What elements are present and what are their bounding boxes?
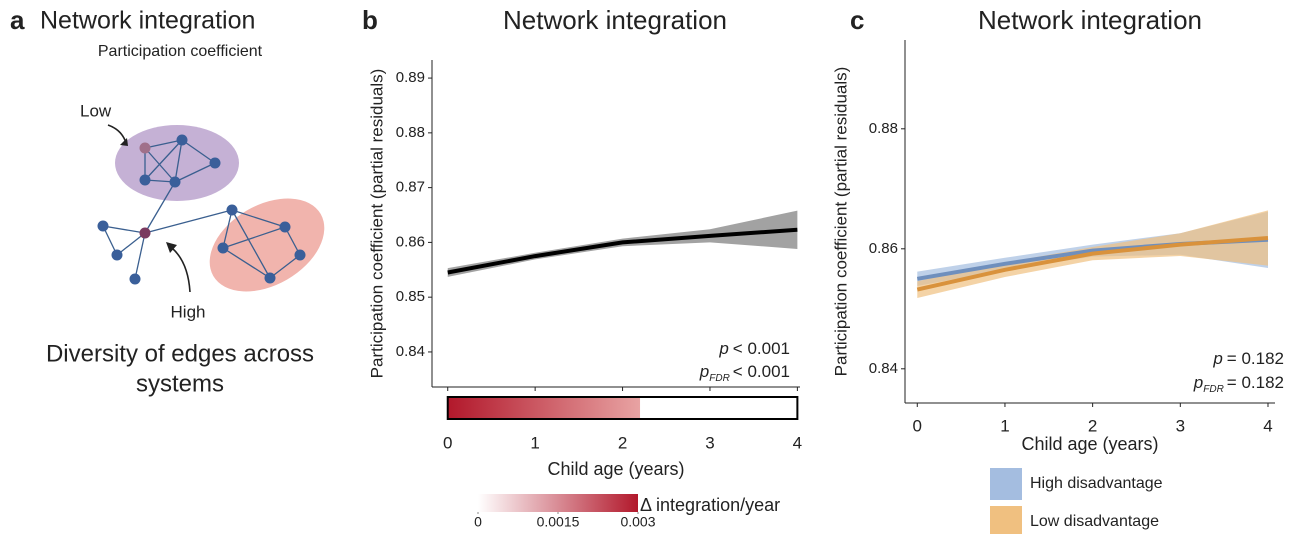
colorbar-tick-label: 0 xyxy=(474,514,482,530)
arrow-head xyxy=(166,242,177,253)
x-tick-label: 1 xyxy=(1000,416,1009,435)
x-tick-label: 3 xyxy=(1176,416,1185,435)
y-tick-label: 0.88 xyxy=(869,120,898,137)
x-axis-label: Child age (years) xyxy=(547,459,684,479)
caption: systems xyxy=(136,370,224,397)
legend-swatch xyxy=(990,468,1022,500)
p-symbol: p xyxy=(718,339,728,358)
x-tick-label: 1 xyxy=(530,433,539,452)
legend-label: Low disadvantage xyxy=(1030,513,1159,530)
p-text: < 0.001 xyxy=(733,339,790,358)
p-symbol: p xyxy=(699,362,709,381)
x-tick-label: 0 xyxy=(443,433,452,452)
colorbar-tick-label: 0.003 xyxy=(620,514,655,530)
chart-title: Network integration xyxy=(503,5,727,35)
p-fdr-value: pFDR < 0.001 xyxy=(699,362,790,383)
arrow-head xyxy=(120,138,128,146)
legend-label: High disadvantage xyxy=(1030,475,1163,492)
panel-label: b xyxy=(362,5,378,35)
legend-swatch xyxy=(990,506,1022,534)
y-tick-label: 0.89 xyxy=(396,69,425,86)
colorbar-label: Δ integration/year xyxy=(640,495,780,515)
x-tick-label: 4 xyxy=(793,433,802,452)
x-tick-label: 4 xyxy=(1263,416,1272,435)
x-tick-label: 3 xyxy=(705,433,714,452)
trend-line xyxy=(447,227,798,275)
rate-bar xyxy=(447,397,641,419)
y-tick-label: 0.84 xyxy=(869,360,898,377)
panel-label: a xyxy=(10,5,25,35)
p-text: = 0.182 xyxy=(1227,373,1284,392)
x-tick-label: 2 xyxy=(618,433,627,452)
y-tick-label: 0.86 xyxy=(396,233,425,250)
y-tick-label: 0.84 xyxy=(396,343,425,360)
fdr-subscript: FDR xyxy=(1203,384,1224,395)
panel-a: a Network integration Participation coef… xyxy=(10,5,325,397)
p-value: p < 0.001 xyxy=(718,339,790,358)
nodes xyxy=(97,134,306,285)
p-fdr-value: pFDR = 0.182 xyxy=(1193,373,1284,394)
edges xyxy=(102,139,301,280)
p-symbol: p xyxy=(1193,373,1203,392)
fdr-subscript: FDR xyxy=(709,373,730,384)
subtitle: Participation coefficient xyxy=(98,43,263,60)
module-high xyxy=(209,198,325,292)
x-tick-label: 2 xyxy=(1088,416,1097,435)
y-axis-label: Participation coefficient (partial resid… xyxy=(367,69,386,379)
arrow xyxy=(171,247,191,293)
x-tick-label: 0 xyxy=(913,416,922,435)
y-axis-label: Participation coefficient (partial resid… xyxy=(831,67,850,377)
rate-bar-frame xyxy=(446,396,799,420)
y-tick-label: 0.88 xyxy=(396,124,425,141)
y-tick-label: 0.86 xyxy=(869,240,898,257)
caption: Diversity of edges across xyxy=(46,340,314,367)
panel-label: c xyxy=(850,5,864,35)
y-tick-label: 0.85 xyxy=(396,288,425,305)
trend-line xyxy=(916,236,1269,292)
colorbar-tick-label: 0.0015 xyxy=(537,514,580,530)
x-axis-label: Child age (years) xyxy=(1021,434,1158,454)
p-value: p = 0.182 xyxy=(1212,349,1284,368)
chart-title: Network integration xyxy=(978,5,1202,35)
high-label: High xyxy=(171,302,206,321)
y-tick-label: 0.87 xyxy=(396,179,425,196)
low-label: Low xyxy=(80,101,112,120)
colorbar xyxy=(478,494,638,512)
p-symbol: p xyxy=(1212,349,1222,368)
arrow xyxy=(107,124,127,144)
p-text: < 0.001 xyxy=(733,362,790,381)
title: Network integration xyxy=(40,7,255,35)
p-text: = 0.182 xyxy=(1227,349,1284,368)
